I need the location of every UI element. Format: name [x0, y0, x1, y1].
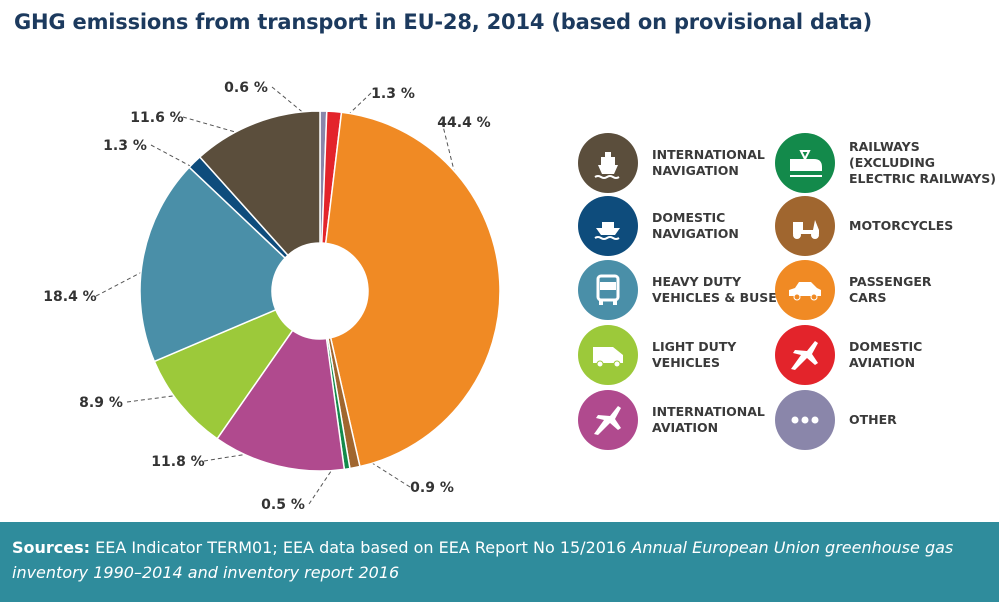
sources-report-title: Annual European Union greenhouse gas inv… [12, 538, 954, 582]
legend-item: OTHER [775, 390, 897, 450]
slice-label: 11.8 % [151, 454, 204, 470]
legend-item: MOTORCYCLES [775, 196, 953, 256]
legend-item: DOMESTIC AVIATION [775, 325, 922, 385]
slice-label: 8.9 % [79, 395, 123, 411]
legend-item: LIGHT DUTY VEHICLES [578, 325, 736, 385]
leader-line [95, 261, 161, 297]
chart-title: GHG emissions from transport in EU-28, 2… [14, 10, 873, 34]
airplane-icon [775, 325, 835, 385]
legend-item: HEAVY DUTY VEHICLES & BUSES [578, 260, 786, 320]
legend-label: MOTORCYCLES [849, 218, 954, 233]
slice-label: 0.5 % [261, 497, 305, 513]
bus-icon [578, 260, 638, 320]
sources-text: EEA Indicator TERM01; EEA data based on … [90, 538, 632, 557]
legend-label: PASSENGER CARS [849, 274, 932, 305]
sources-footer: Sources: EEA Indicator TERM01; EEA data … [0, 522, 999, 602]
legend-item: INTERNATIONAL NAVIGATION [578, 133, 765, 193]
ship-icon [578, 133, 638, 193]
slice-label: 0.6 % [224, 80, 268, 96]
slice-label: 44.4 % [437, 115, 490, 131]
sources-label: Sources: [12, 538, 91, 557]
slice-label: 1.3 % [103, 138, 147, 154]
legend-label: OTHER [849, 412, 897, 427]
legend-label: INTERNATIONAL NAVIGATION [652, 147, 765, 178]
legend-label: INTERNATIONAL AVIATION [652, 404, 765, 435]
legend-item: INTERNATIONAL AVIATION [578, 390, 765, 450]
legend-label: RAILWAYS (EXCLUDING ELECTRIC RAILWAYS) [849, 139, 996, 186]
legend-label: DOMESTIC NAVIGATION [652, 210, 739, 241]
airplane-icon [578, 390, 638, 450]
boat-icon [578, 196, 638, 256]
donut-hole [272, 243, 368, 339]
legend-item: DOMESTIC NAVIGATION [578, 196, 739, 256]
dots-icon [775, 390, 835, 450]
legend-item: PASSENGER CARS [775, 260, 932, 320]
car-icon [775, 260, 835, 320]
legend-label: DOMESTIC AVIATION [849, 339, 923, 370]
legend-label: LIGHT DUTY VEHICLES [652, 339, 737, 370]
train-icon [775, 133, 835, 193]
slice-label: 1.3 % [371, 86, 415, 102]
slice-label: 18.4 % [43, 289, 96, 305]
donut-chart: 0.6 % 1.3 % 44.4 % 0.9 % 0.5 % 11.8 % 8.9 % 18.… [43, 80, 501, 513]
legend-item: RAILWAYS (EXCLUDING ELECTRIC RAILWAYS) [775, 133, 996, 193]
scooter-icon [775, 196, 835, 256]
leader-line [308, 450, 345, 505]
slice-label: 0.9 % [410, 480, 454, 496]
van-icon [578, 325, 638, 385]
slice-label: 11.6 % [130, 110, 183, 126]
legend-label: HEAVY DUTY VEHICLES & BUSES [652, 274, 786, 305]
